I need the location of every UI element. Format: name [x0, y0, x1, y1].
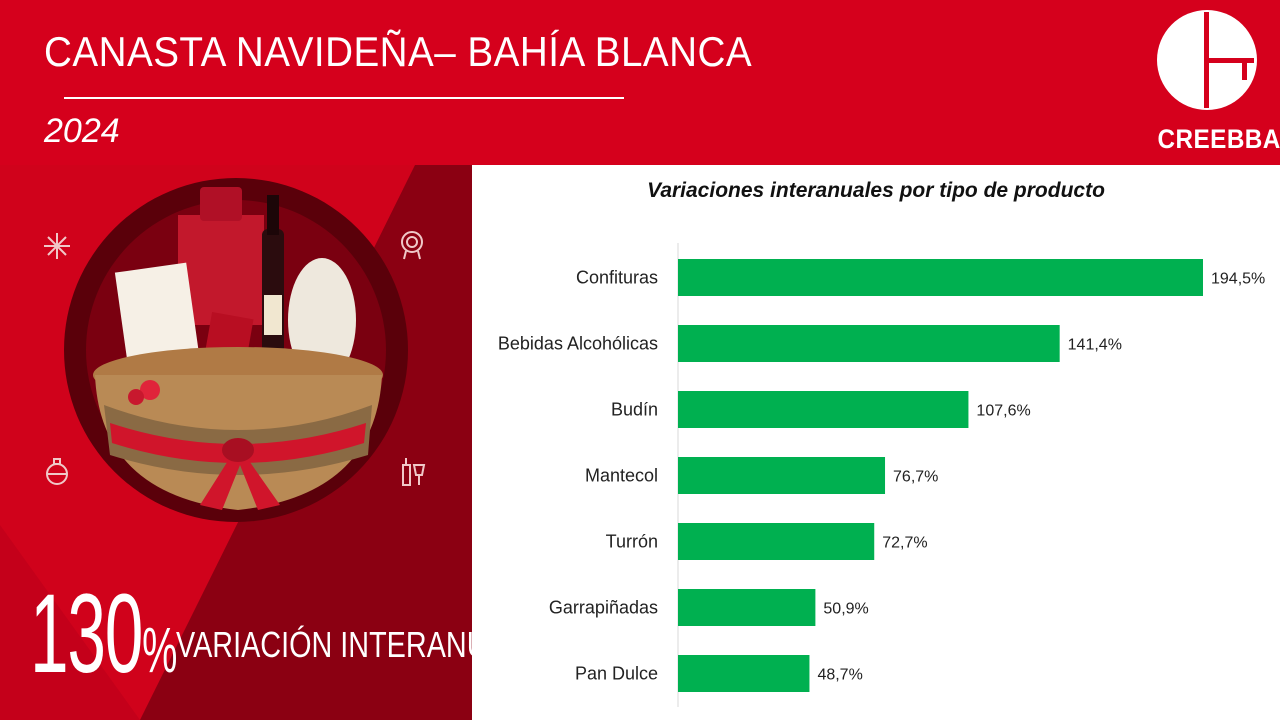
- category-label: Pan Dulce: [575, 664, 658, 684]
- category-label: Budín: [611, 400, 658, 420]
- year-subtitle: 2024: [44, 112, 120, 150]
- gift-basket-image: [93, 187, 383, 510]
- data-label: 72,7%: [882, 535, 927, 552]
- category-label: Bebidas Alcohólicas: [498, 334, 658, 354]
- kpi-unit: %: [142, 614, 177, 686]
- header-band: CANASTA NAVIDEÑA– BAHÍA BLANCA 2024 CREE…: [0, 0, 1280, 165]
- data-label: 50,9%: [823, 601, 868, 618]
- data-label: 76,7%: [893, 469, 938, 486]
- bar-2: [678, 391, 969, 428]
- data-label: 194,5%: [1211, 271, 1265, 288]
- logo-text: CREEBBA: [1157, 124, 1280, 154]
- wine-glass-icon: [402, 458, 426, 486]
- data-label: 48,7%: [817, 667, 862, 684]
- chart-title: Variaciones interanuales por tipo de pro…: [647, 179, 1105, 202]
- title-divider: [64, 97, 624, 99]
- bar-5: [678, 589, 816, 626]
- bar-3: [678, 457, 886, 494]
- bar-6: [678, 655, 810, 692]
- snowflake-icon: [44, 233, 70, 259]
- category-label: Garrapiñadas: [549, 598, 658, 618]
- creebba-logo: [1157, 10, 1257, 110]
- bar-0: [678, 259, 1203, 296]
- bar-chart: Confituras 194,5% Bebidas Alcohólicas 141,4…: [498, 243, 1265, 707]
- category-label: Mantecol: [585, 466, 658, 486]
- christmas-ball-icon: [46, 458, 68, 485]
- illustration-panel: [0, 165, 472, 720]
- kpi-value: 130%: [30, 571, 177, 696]
- page-title: CANASTA NAVIDEÑA– BAHÍA BLANCA: [44, 28, 753, 75]
- chart-panel: Variaciones interanuales por tipo de pro…: [472, 165, 1280, 720]
- bar-1: [678, 325, 1060, 362]
- category-label: Turrón: [606, 532, 658, 552]
- ornament-wreath-icon: [401, 231, 423, 260]
- data-label: 141,4%: [1068, 337, 1122, 354]
- kpi-label: VARIACIÓN INTERANUAL: [176, 624, 523, 665]
- data-label: 107,6%: [976, 403, 1030, 420]
- bar-4: [678, 523, 875, 560]
- category-label: Confituras: [576, 268, 658, 288]
